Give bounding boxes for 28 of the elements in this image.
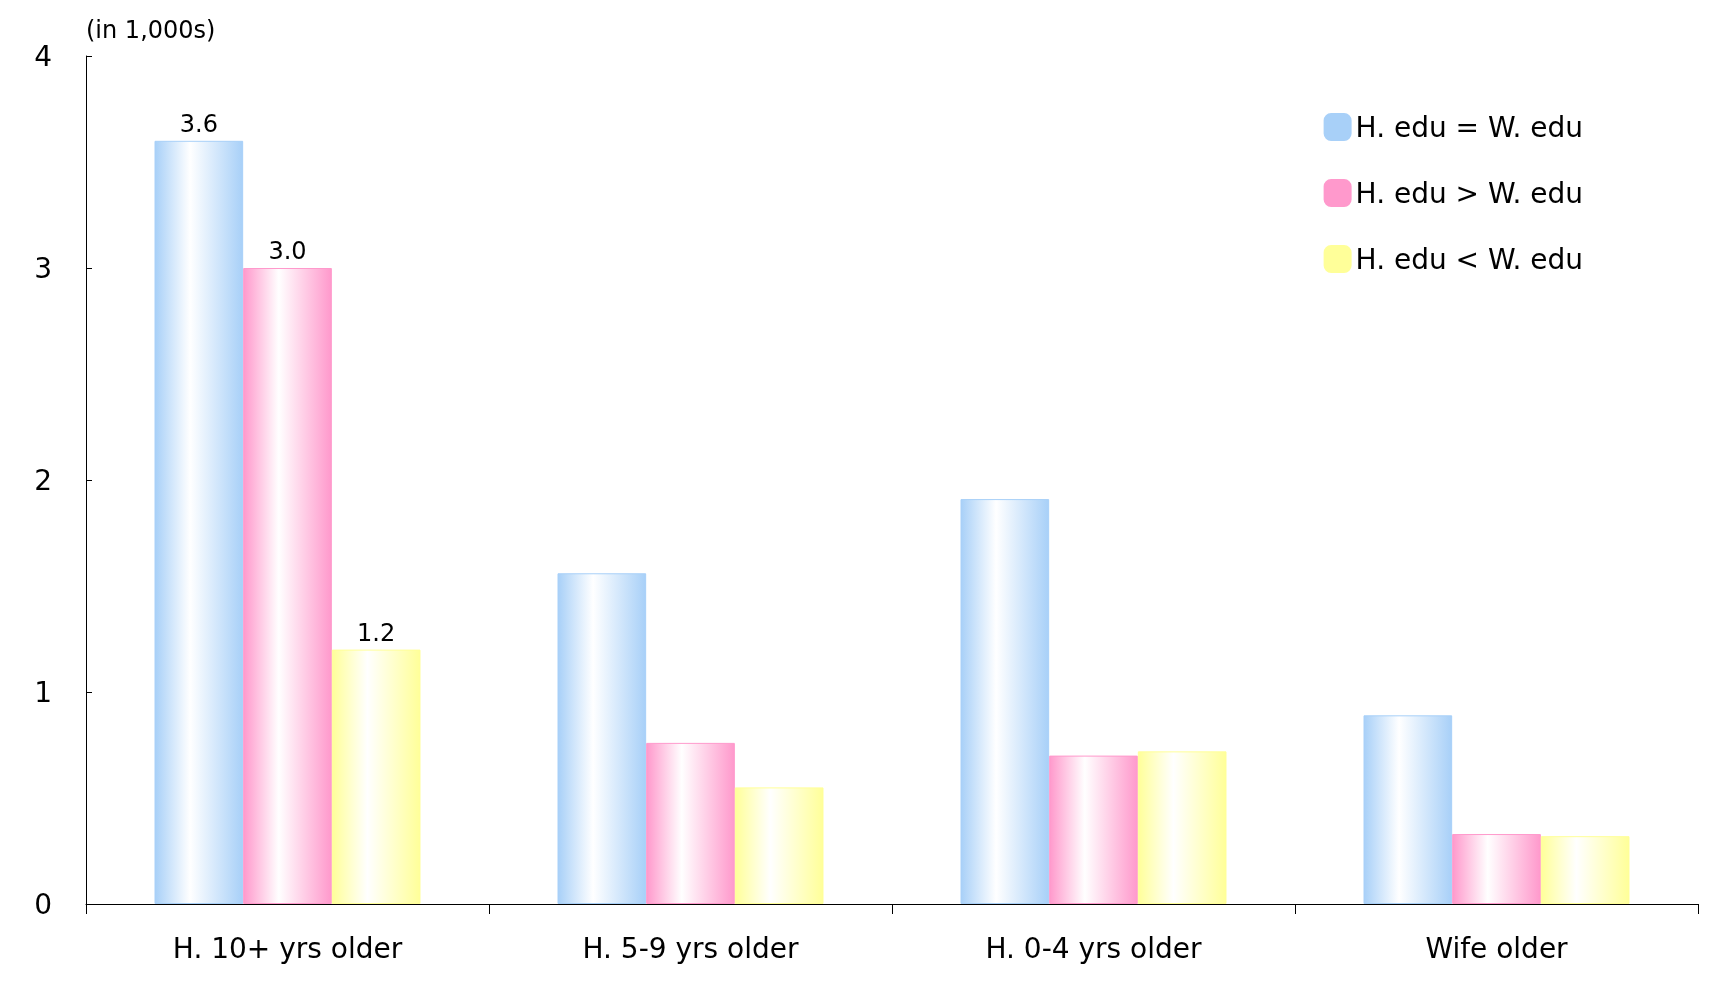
bar [154,140,244,904]
bar [646,742,735,904]
y-tick-label: 3 [34,251,52,285]
x-tick-label: H. 0-4 yrs older [985,931,1202,965]
data-label: 3.0 [268,237,307,265]
bar [1363,715,1453,904]
bar [1540,836,1630,904]
y-tick-label: 4 [34,39,52,73]
y-tick-label: 0 [34,887,52,921]
bar [960,499,1050,904]
legend-label: H. edu < W. edu [1355,242,1583,276]
bar [243,268,332,904]
bar [557,573,647,904]
y-axis-title: (in 1,000s) [86,16,216,44]
x-tick-label: H. 10+ yrs older [172,931,403,965]
y-tick-label: 1 [34,675,52,709]
y-tick-label: 2 [34,463,52,497]
bar [1137,751,1227,904]
x-tick-label: H. 5-9 yrs older [582,931,799,965]
bar [1452,834,1541,904]
bar [1049,755,1138,904]
bar [734,787,824,904]
legend-label: H. edu > W. edu [1355,176,1583,210]
legend-label: H. edu = W. edu [1355,110,1583,144]
data-label: 3.6 [179,109,218,138]
x-tick-label: Wife older [1425,931,1569,965]
bar [331,649,421,904]
data-label: 1.2 [357,618,396,647]
